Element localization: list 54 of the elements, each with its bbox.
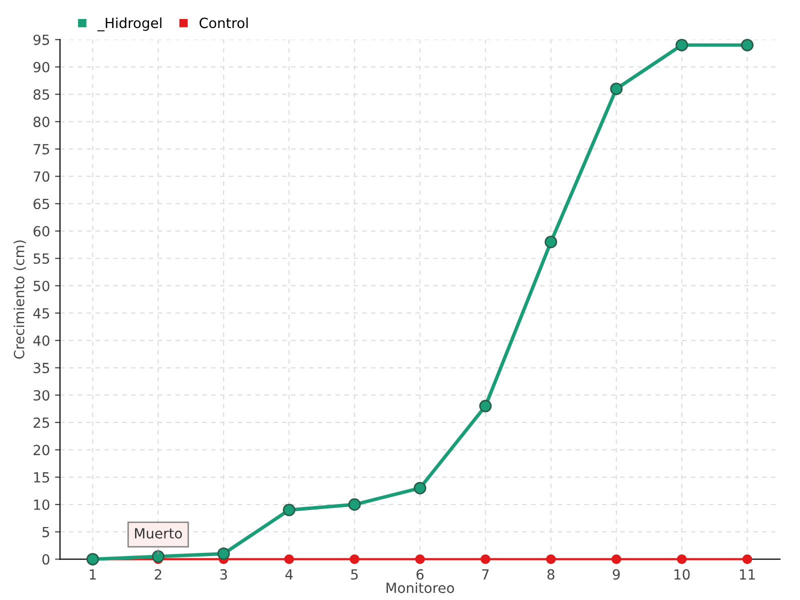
x-tick-label: 5	[351, 569, 358, 580]
point	[350, 554, 360, 564]
y-tick-label: 90	[33, 62, 50, 72]
x-tick-label: 6	[416, 569, 424, 580]
y-axis-title: Crecimiento (cm)	[14, 240, 26, 359]
y-tick-label: 75	[34, 144, 50, 154]
y-tick-label: 85	[34, 89, 50, 100]
point	[676, 554, 687, 564]
point	[742, 554, 752, 564]
y-tick-label: 80	[34, 116, 50, 128]
y-tick-label: 20	[34, 444, 50, 456]
y-tick-label: 30	[34, 390, 50, 401]
point	[480, 554, 490, 564]
x-tick-label: 3	[220, 569, 227, 580]
y-tick-label: 15	[34, 472, 50, 483]
point	[415, 554, 425, 564]
legend-label: _Hidrogel	[97, 17, 162, 32]
point	[544, 236, 558, 248]
y-tick-label: 0	[42, 554, 50, 565]
annotation: Muerto	[135, 528, 182, 539]
x-tick-label: 10	[674, 569, 690, 580]
point	[282, 504, 296, 516]
x-tick-label: 11	[740, 569, 755, 580]
x-tick-label: 4	[285, 569, 293, 580]
point	[414, 482, 426, 494]
y-tick-label: 70	[34, 171, 50, 182]
point	[479, 400, 492, 412]
y-tick-label: 60	[34, 226, 50, 237]
y-tick-label: 45	[33, 308, 50, 319]
point	[612, 554, 622, 564]
x-tick-label: 9	[612, 569, 620, 580]
y-tick-label: 65	[34, 198, 50, 210]
point	[676, 38, 688, 52]
y-tick-label: 10	[34, 499, 50, 510]
point	[741, 38, 754, 52]
x-tick-label: 2	[154, 569, 162, 580]
y-tick-label: 35	[34, 362, 50, 374]
point	[546, 554, 556, 564]
legend-label: Control	[200, 17, 248, 28]
point	[152, 550, 164, 563]
point	[284, 554, 294, 564]
y-tick-label: 50	[34, 280, 50, 292]
y-tick-label: 95	[33, 34, 50, 46]
x-tick-label: 8	[547, 569, 554, 580]
x-axis-title: Monitoreo	[386, 582, 454, 594]
y-tick-label: 5	[42, 527, 50, 538]
x-tick-label: 1	[90, 569, 96, 580]
x-tick-label: 7	[482, 569, 489, 580]
y-tick-label: 25	[34, 417, 50, 428]
y-tick-label: 40	[33, 335, 50, 346]
point	[610, 82, 623, 96]
point	[348, 498, 361, 511]
point	[217, 547, 230, 560]
y-tick-label: 55	[34, 254, 50, 264]
